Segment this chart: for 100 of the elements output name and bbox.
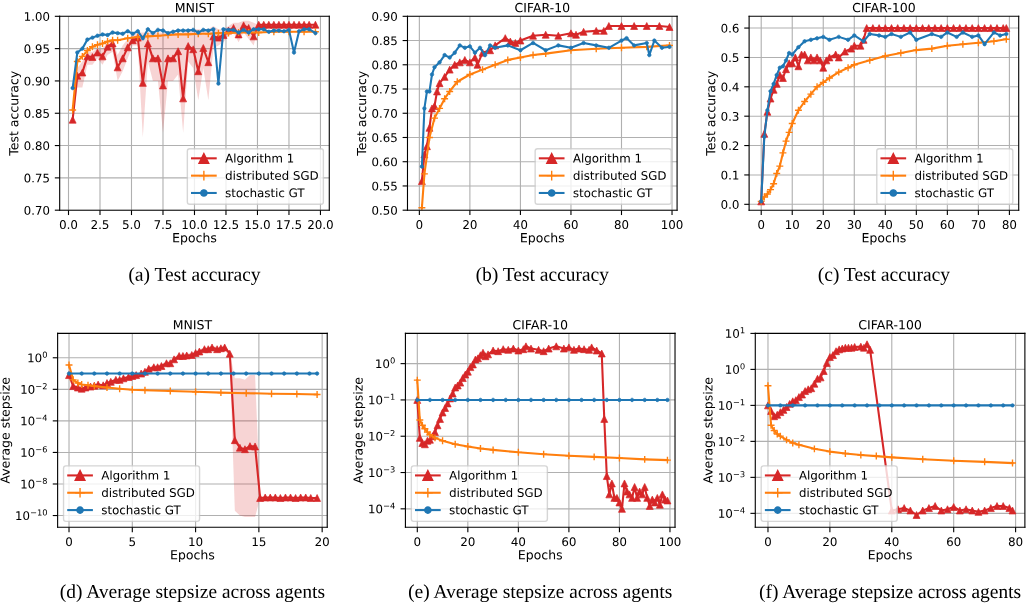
- x-tick-label: 100: [662, 220, 683, 230]
- y-tick-label: 0.2: [721, 141, 739, 151]
- x-axis-title: Epochs: [519, 549, 563, 562]
- legend-label: distributed SGD: [573, 170, 666, 180]
- x-tick-label: 80: [614, 220, 629, 230]
- legend-label: stochastic GT: [449, 505, 529, 515]
- y-tick-label: 0.85: [24, 108, 49, 118]
- text: (a) Test accuracy: [129, 267, 261, 285]
- x-tick-label: 20: [315, 537, 329, 547]
- x-tick-label: 40: [878, 220, 893, 230]
- x-tick-label: 10.0: [182, 220, 207, 230]
- y-tick-label: 0.80: [372, 60, 397, 70]
- x-tick-label: 10: [189, 537, 203, 547]
- y-tick-label: 0.75: [372, 84, 397, 94]
- x-tick-label: 60: [947, 537, 961, 547]
- legend-label: Algorithm 1: [225, 153, 294, 165]
- legend-label: Algorithm 1: [799, 470, 867, 483]
- y-tick-label: 0.80: [24, 141, 50, 151]
- y-axis-title: Test accuracy: [9, 71, 21, 156]
- text: (e) Average stepsize across agents: [408, 584, 672, 603]
- x-tick-label: 5: [129, 537, 136, 547]
- legend-label: distributed SGD: [915, 170, 1008, 180]
- y-axis-title: Test accuracy: [706, 71, 718, 156]
- x-tick-label: 80: [1002, 220, 1017, 230]
- x-tick-label: 10: [786, 220, 799, 230]
- legend-label: Algorithm 1: [914, 153, 983, 165]
- y-tick-label: 0.65: [372, 133, 397, 143]
- legend-label: distributed SGD: [225, 170, 318, 180]
- x-tick-label: 20: [823, 537, 837, 547]
- y-tick-label: 10$^{−10}$: [16, 509, 47, 521]
- y-tick-label: 0.1: [721, 170, 739, 180]
- x-tick-label: 0: [414, 537, 421, 547]
- x-tick-label: 0: [765, 537, 771, 547]
- x-tick-label: 20.0: [308, 220, 333, 230]
- legend-label: distributed SGD: [449, 487, 542, 498]
- y-tick-label: 10$^{−8}$: [21, 477, 47, 489]
- chart-title: CIFAR-10: [513, 319, 568, 330]
- y-tick-label: 0.0: [721, 200, 739, 209]
- y-tick-label: 10$^{−3}$: [719, 471, 745, 482]
- y-tick-label: 10$^{0}$: [726, 363, 745, 374]
- x-tick-label: 80: [612, 537, 627, 547]
- x-tick-label: 50: [909, 220, 924, 230]
- x-tick-label: 17.5: [277, 220, 302, 230]
- chart-title: MNIST: [176, 2, 215, 13]
- y-tick-label: 1.00: [24, 12, 50, 21]
- y-tick-label: 10$^{0}$: [28, 351, 47, 363]
- y-tick-label: 0.85: [372, 36, 397, 46]
- x-axis-title: Epochs: [173, 232, 217, 245]
- x-tick-label: 12.5: [214, 220, 239, 230]
- chart-title: CIFAR-100: [859, 319, 922, 330]
- y-tick-label: 0.60: [372, 157, 397, 167]
- x-axis-title: Epochs: [862, 232, 906, 245]
- y-tick-label: 0.90: [372, 12, 397, 21]
- y-tick-label: 0.95: [24, 44, 49, 54]
- y-tick-label: 0.4: [721, 82, 739, 92]
- y-tick-label: 0.50: [372, 205, 397, 215]
- legend-label: stochastic GT: [915, 188, 995, 198]
- y-tick-label: 0.55: [372, 181, 397, 191]
- x-axis-title: Epochs: [171, 549, 215, 562]
- y-axis-title: Test accuracy: [356, 71, 369, 156]
- x-tick-label: 40: [884, 537, 899, 547]
- x-tick-label: 60: [564, 220, 578, 230]
- y-tick-label: 10$^{−4}$: [719, 507, 745, 518]
- y-tick-label: 10$^{−2}$: [21, 383, 47, 394]
- x-tick-label: 7.5: [154, 220, 172, 230]
- legend-label: stochastic GT: [573, 188, 653, 198]
- x-tick-label: 40: [511, 537, 526, 547]
- y-tick-label: 10$^{−4}$: [21, 414, 48, 426]
- x-tick-label: 20: [816, 220, 830, 230]
- x-tick-label: 100: [660, 537, 681, 547]
- x-axis-title: Epochs: [521, 232, 565, 245]
- x-tick-label: 60: [562, 537, 576, 547]
- y-axis-title: Average stepsize: [702, 377, 716, 484]
- x-tick-label: 0.0: [59, 220, 78, 230]
- chart-title: CIFAR-100: [852, 2, 915, 13]
- legend-label: distributed SGD: [101, 487, 195, 498]
- y-tick-label: 0.6: [721, 23, 739, 33]
- y-tick-label: 0.90: [24, 76, 50, 86]
- x-tick-label: 60: [940, 220, 955, 230]
- y-tick-label: 0.3: [721, 111, 739, 121]
- x-tick-label: 30: [847, 220, 862, 230]
- legend-label: stochastic GT: [101, 505, 181, 515]
- chart-title: MNIST: [173, 319, 213, 330]
- y-tick-label: 10$^{−2}$: [719, 435, 745, 446]
- y-tick-label: 10$^{0}$: [376, 357, 395, 369]
- y-tick-label: 0.70: [24, 205, 50, 215]
- x-tick-label: 0: [416, 220, 423, 230]
- x-tick-label: 5.0: [123, 220, 141, 230]
- text: (b) Test accuracy: [476, 267, 609, 285]
- y-tick-label: 10$^{−1}$: [719, 399, 745, 410]
- y-tick-label: 0.75: [24, 173, 49, 183]
- text: (d) Average stepsize across agents: [60, 584, 325, 603]
- y-axis-title: Average stepsize: [0, 377, 13, 484]
- y-tick-label: 10$^{−1}$: [369, 393, 395, 405]
- x-tick-label: 20: [463, 220, 477, 230]
- y-tick-label: 0.70: [372, 108, 397, 118]
- legend-label: stochastic GT: [225, 188, 305, 198]
- y-tick-label: 10$^{1}$: [726, 327, 745, 338]
- legend-label: stochastic GT: [799, 505, 879, 515]
- legend-label: distributed SGD: [799, 487, 892, 498]
